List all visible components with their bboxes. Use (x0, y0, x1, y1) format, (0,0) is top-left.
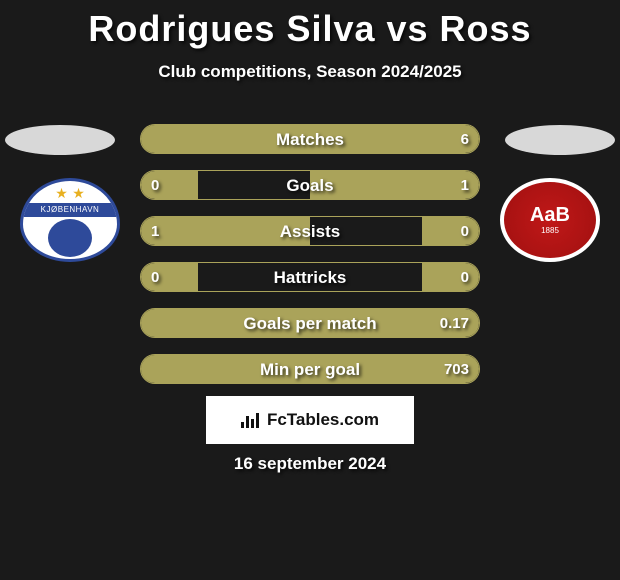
stat-row-min-per-goal: Min per goal 703 (140, 354, 480, 384)
bar-chart-icon (241, 413, 259, 428)
player-photo-right (505, 125, 615, 155)
stat-value-right: 0 (451, 217, 479, 245)
stat-label: Goals per match (141, 309, 479, 337)
stat-value-right: 6 (451, 125, 479, 153)
stat-label: Hattricks (141, 263, 479, 291)
branding-text: FcTables.com (267, 410, 379, 430)
aab-badge-icon: AaB1885 (500, 178, 600, 262)
stats-container: Matches 6 0 Goals 1 1 Assists 0 0 Hattri… (140, 124, 480, 400)
club-logo-right: AaB1885 (500, 178, 600, 262)
page-subtitle: Club competitions, Season 2024/2025 (0, 62, 620, 82)
date-label: 16 september 2024 (0, 454, 620, 474)
stat-row-goals: 0 Goals 1 (140, 170, 480, 200)
stat-value-right: 0 (451, 263, 479, 291)
stat-value-right: 0.17 (430, 309, 479, 337)
player-photo-left (5, 125, 115, 155)
stat-value-right: 703 (434, 355, 479, 383)
stat-label: Min per goal (141, 355, 479, 383)
club-logo-left: ★ ★ KJØBENHAVN (20, 178, 120, 262)
stat-value-right: 1 (451, 171, 479, 199)
page-title: Rodrigues Silva vs Ross (0, 0, 620, 50)
stat-row-goals-per-match: Goals per match 0.17 (140, 308, 480, 338)
stat-label: Assists (141, 217, 479, 245)
stat-row-matches: Matches 6 (140, 124, 480, 154)
fc-kobenhavn-badge-icon: ★ ★ KJØBENHAVN (20, 178, 120, 262)
stat-row-assists: 1 Assists 0 (140, 216, 480, 246)
branding-badge: FcTables.com (206, 396, 414, 444)
stat-label: Matches (141, 125, 479, 153)
stat-label: Goals (141, 171, 479, 199)
stat-row-hattricks: 0 Hattricks 0 (140, 262, 480, 292)
